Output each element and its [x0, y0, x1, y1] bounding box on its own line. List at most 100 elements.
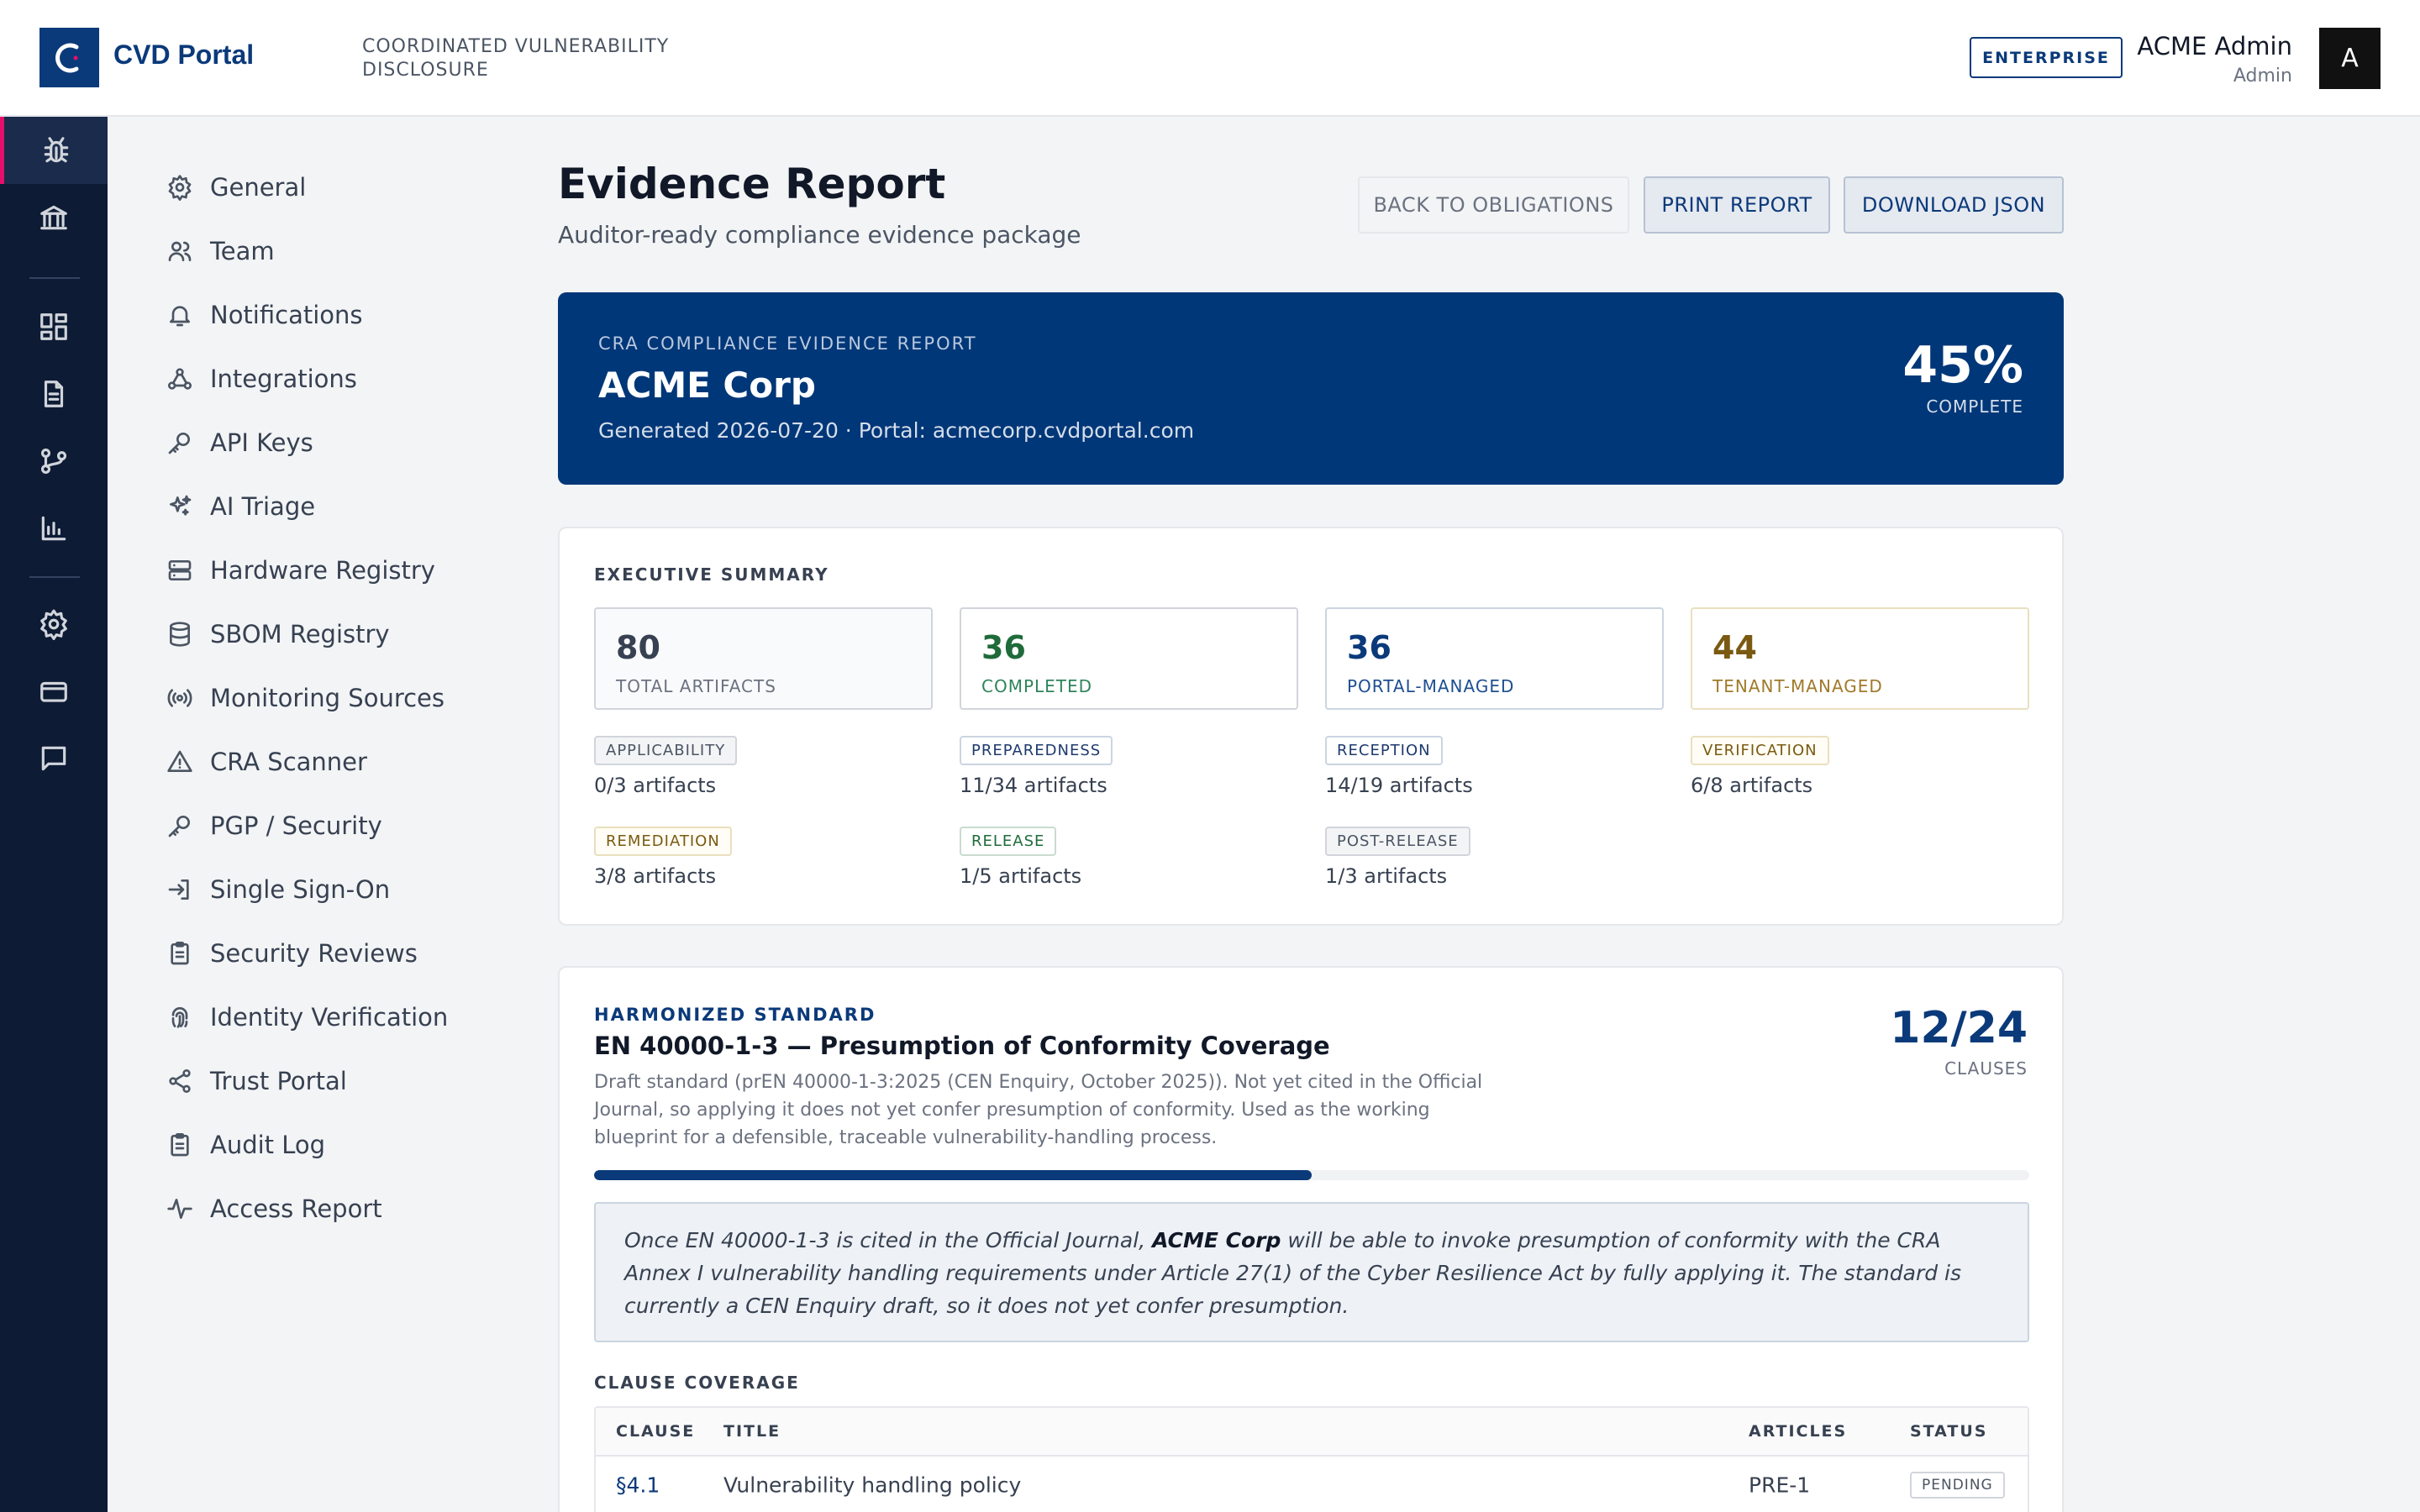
phase-count: 11/34 artifacts	[960, 774, 1107, 797]
gear-icon	[40, 609, 67, 640]
table-header: CLAUSE TITLE ARTICLES STATUS	[596, 1408, 2028, 1457]
user-name[interactable]: ACME Admin	[2137, 32, 2292, 60]
rail-chat-item[interactable]	[0, 725, 108, 792]
brand-tagline: COORDINATED VULNERABILITY DISCLOSURE	[362, 36, 670, 81]
nav-hardware-registry[interactable]: Hardware Registry	[166, 538, 519, 602]
note-org: ACME Corp	[1152, 1228, 1281, 1252]
stat-portal-managed: 36 PORTAL-MANAGED	[1325, 607, 1664, 710]
executive-summary-card: EXECUTIVE SUMMARY 80 TOTAL ARTIFACTS 36 …	[558, 527, 2064, 926]
nav-label: Identity Verification	[210, 1003, 449, 1032]
nav-label: PGP / Security	[210, 811, 382, 840]
clause-coverage-title: CLAUSE COVERAGE	[594, 1373, 800, 1393]
chart-icon	[41, 516, 66, 541]
stat-value: 36	[981, 629, 1026, 666]
database-icon	[170, 622, 190, 647]
clause-link[interactable]: §4.1	[616, 1473, 660, 1498]
hero-kicker: CRA COMPLIANCE EVIDENCE REPORT	[598, 333, 977, 354]
chat-icon	[41, 746, 66, 771]
stat-label: TENANT-MANAGED	[1712, 676, 1883, 696]
phase-tag: VERIFICATION	[1691, 736, 1829, 765]
nav-label: Security Reviews	[210, 939, 418, 968]
standard-kicker: HARMONIZED STANDARD	[594, 1005, 876, 1025]
activity-icon	[167, 1199, 192, 1219]
clause-progress-fill	[594, 1170, 1312, 1180]
phase-tag: RELEASE	[960, 827, 1057, 856]
nav-notifications[interactable]: Notifications	[166, 283, 519, 347]
phase-release: RELEASE 1/5 artifacts	[960, 827, 1081, 888]
sparkles-icon	[170, 495, 192, 516]
hero-meta: Generated 2026-07-20 · Portal: acmecorp.…	[598, 418, 1195, 443]
stat-label: PORTAL-MANAGED	[1347, 676, 1515, 696]
col-header-articles[interactable]: ARTICLES	[1749, 1422, 1848, 1441]
table-row[interactable]: §4.1 Vulnerability handling policy PRE-1…	[596, 1457, 2028, 1512]
plan-badge: ENTERPRISE	[1970, 37, 2123, 78]
nav-label: SBOM Registry	[210, 620, 390, 648]
rail-bank-item[interactable]	[0, 184, 108, 251]
rail-billing-item[interactable]	[0, 658, 108, 725]
back-to-obligations-button[interactable]: BACK TO OBLIGATIONS	[1358, 176, 1629, 234]
nav-single-sign-on[interactable]: Single Sign-On	[166, 858, 519, 921]
branch-icon	[40, 448, 67, 475]
download-json-button[interactable]: DOWNLOAD JSON	[1844, 176, 2064, 234]
nav-general[interactable]: General	[166, 155, 519, 219]
warning-icon	[167, 750, 192, 772]
clause-fraction-label: CLAUSES	[1944, 1058, 2028, 1079]
col-header-title[interactable]: TITLE	[723, 1422, 781, 1441]
clause-title: Vulnerability handling policy	[723, 1473, 1022, 1498]
users-icon	[168, 241, 192, 261]
nav-identity-verification[interactable]: Identity Verification	[166, 985, 519, 1049]
col-header-status[interactable]: STATUS	[1910, 1422, 1988, 1441]
nav-label: Audit Log	[210, 1131, 326, 1159]
top-bar: CVD Portal COORDINATED VULNERABILITY DIS…	[0, 0, 2420, 117]
stat-value: 80	[616, 629, 660, 666]
phase-tag: POST-RELEASE	[1325, 827, 1470, 856]
clause-progress-bar	[594, 1170, 2029, 1180]
rail-divider	[29, 277, 80, 279]
rail-settings-item[interactable]	[0, 591, 108, 658]
rail-branch-item[interactable]	[0, 428, 108, 495]
report-hero: CRA COMPLIANCE EVIDENCE REPORT ACME Corp…	[558, 292, 2064, 485]
stat-label: COMPLETED	[981, 676, 1093, 696]
avatar[interactable]: A	[2319, 28, 2381, 89]
logo-icon	[55, 43, 78, 72]
nav-api-keys[interactable]: API Keys	[166, 411, 519, 475]
nav-monitoring-sources[interactable]: Monitoring Sources	[166, 666, 519, 730]
nav-trust-portal[interactable]: Trust Portal	[166, 1049, 519, 1113]
gear-icon	[168, 175, 192, 201]
brand-name[interactable]: CVD Portal	[113, 39, 255, 70]
phase-tag: RECEPTION	[1325, 736, 1443, 765]
nav-label: Notifications	[210, 301, 363, 329]
nav-sbom-registry[interactable]: SBOM Registry	[166, 602, 519, 666]
logo[interactable]	[39, 28, 99, 87]
standard-description: Draft standard (prEN 40000-1-3:2025 (CEN…	[594, 1072, 1483, 1148]
col-header-clause[interactable]: CLAUSE	[616, 1422, 696, 1441]
nav-pgp-security[interactable]: PGP / Security	[166, 794, 519, 858]
rail-chart-item[interactable]	[0, 495, 108, 562]
nav-ai-triage[interactable]: AI Triage	[166, 475, 519, 538]
section-title: EXECUTIVE SUMMARY	[594, 564, 829, 585]
stat-tenant-managed: 44 TENANT-MANAGED	[1691, 607, 2029, 710]
bell-icon	[170, 306, 190, 327]
nav-access-report[interactable]: Access Report	[166, 1177, 519, 1241]
nav-cra-scanner[interactable]: CRA Scanner	[166, 730, 519, 794]
nav-team[interactable]: Team	[166, 219, 519, 283]
dashboard-icon	[40, 313, 67, 340]
hero-org-name: ACME Corp	[598, 365, 816, 406]
stat-value: 44	[1712, 629, 1757, 666]
nav-security-reviews[interactable]: Security Reviews	[166, 921, 519, 985]
document-icon	[44, 381, 64, 407]
print-report-button[interactable]: PRINT REPORT	[1644, 176, 1830, 234]
harmonized-standard-card: HARMONIZED STANDARD EN 40000-1-3 — Presu…	[558, 966, 2064, 1512]
key-icon	[168, 433, 190, 454]
phase-verification: VERIFICATION 6/8 artifacts	[1691, 736, 1829, 797]
phase-remediation: REMEDIATION 3/8 artifacts	[594, 827, 732, 888]
phase-count: 0/3 artifacts	[594, 774, 717, 797]
share-icon	[169, 1069, 191, 1093]
rail-dashboard-item[interactable]	[0, 293, 108, 360]
nav-integrations[interactable]: Integrations	[166, 347, 519, 411]
rail-document-item[interactable]	[0, 360, 108, 428]
rail-bug-item[interactable]	[0, 117, 108, 184]
phase-tag: APPLICABILITY	[594, 736, 738, 765]
nav-audit-log[interactable]: Audit Log	[166, 1113, 519, 1177]
completion-label: COMPLETE	[1926, 396, 2023, 417]
